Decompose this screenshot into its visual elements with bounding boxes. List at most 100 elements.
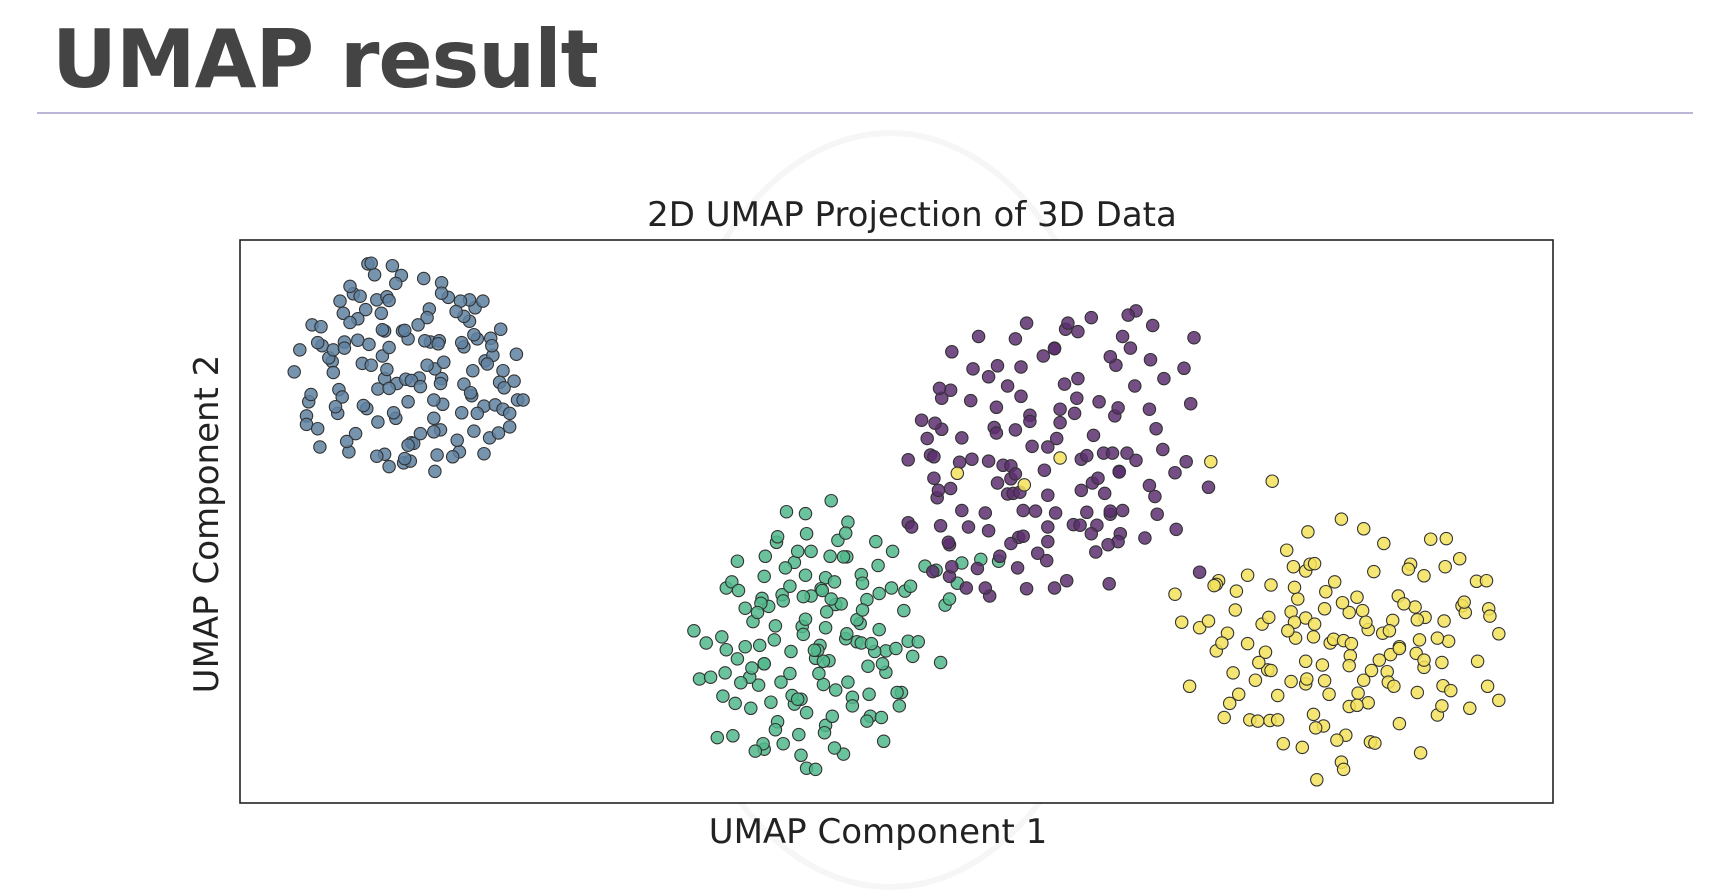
scatter-point (757, 657, 771, 671)
scatter-point (1413, 746, 1428, 760)
scatter-point (1023, 414, 1037, 429)
scatter-point (1258, 645, 1273, 659)
scatter-point (1121, 308, 1135, 322)
scatter-point (687, 624, 701, 638)
scatter-point (716, 689, 730, 703)
scatter-point (1041, 534, 1055, 549)
scatter-point (337, 341, 352, 355)
scatter-point (790, 692, 805, 706)
scatter-point (1300, 672, 1314, 686)
scatter-point (768, 722, 783, 737)
scatter-point (450, 433, 464, 448)
scatter-point (1143, 352, 1158, 367)
scatter-point (1129, 453, 1143, 468)
scatter-point (1142, 478, 1157, 493)
scatter-point (1307, 556, 1322, 571)
scatter-point (1061, 316, 1075, 330)
scatter-point (1008, 332, 1023, 346)
scatter-point (386, 406, 401, 420)
scatter-point (1201, 480, 1216, 495)
plot-frame (239, 239, 1554, 804)
scatter-point (371, 382, 385, 396)
scatter-point (841, 675, 855, 689)
scatter-point (1201, 614, 1216, 628)
scatter-point (752, 638, 767, 653)
scatter-point (1231, 687, 1246, 702)
scatter-point (1250, 714, 1265, 728)
scatter-point (978, 506, 993, 520)
scatter-point (1019, 316, 1034, 330)
scatter-point (1168, 587, 1182, 601)
scatter-point (989, 426, 1004, 440)
scatter-point (955, 431, 969, 445)
scatter-point (911, 635, 926, 649)
scatter-point (485, 338, 499, 353)
scatter-point (1270, 688, 1285, 703)
scatter-point (1252, 655, 1266, 670)
scatter-point (871, 558, 885, 573)
scatter-point (1435, 699, 1449, 713)
scatter-point (1307, 617, 1322, 631)
scatter-point (466, 363, 480, 378)
scatter-point (476, 294, 490, 308)
scatter-point (467, 327, 481, 342)
scatter-point (328, 399, 343, 414)
scatter-point (1053, 402, 1067, 416)
scatter-point (1344, 636, 1359, 651)
scatter-point (427, 411, 441, 426)
scatter-point (1047, 341, 1062, 356)
scatter-point (942, 592, 957, 606)
scatter-point (1092, 395, 1106, 409)
scatter-point (1287, 580, 1302, 595)
title-divider (37, 112, 1693, 114)
scatter-point (1322, 687, 1336, 702)
scatter-point (1317, 674, 1332, 688)
scatter-point (1479, 573, 1494, 588)
scatter-point (1412, 633, 1427, 647)
scatter-point (467, 424, 481, 438)
scatter-point (428, 464, 442, 479)
scatter-point (418, 334, 432, 348)
scatter-point (750, 605, 765, 620)
scatter-point (1222, 696, 1237, 711)
scatter-point (1036, 349, 1051, 363)
scatter-point (804, 544, 818, 559)
scatter-point (1335, 595, 1350, 610)
scatter-point (1264, 663, 1278, 678)
scatter-point (1192, 565, 1207, 579)
scatter-point (758, 549, 773, 564)
scatter-point (449, 304, 463, 319)
scatter-point (961, 520, 976, 534)
scatter-point (1408, 600, 1422, 614)
scatter-point (1306, 707, 1321, 722)
scatter-point (836, 550, 851, 564)
scatter-point (869, 534, 883, 549)
scatter-point (1387, 679, 1401, 694)
scatter-point (728, 696, 742, 711)
scatter-point (1008, 423, 1023, 437)
scatter-point (1057, 377, 1072, 391)
scatter-point (1367, 564, 1381, 579)
scatter-point (1192, 620, 1207, 635)
scatter-point (335, 390, 349, 404)
scatter-point (971, 329, 986, 344)
scatter-point (1492, 693, 1506, 708)
scatter-point (1437, 614, 1451, 628)
scatter-point (1000, 379, 1015, 393)
scatter-point (872, 622, 886, 637)
scatter-point (445, 450, 460, 464)
scatter-point (941, 535, 956, 550)
scatter-point (389, 276, 403, 291)
scatter-point (1463, 701, 1477, 716)
scatter-point (1228, 603, 1243, 617)
scatter-point (770, 530, 785, 544)
scatter-point (1150, 507, 1164, 521)
scatter-point (1350, 590, 1364, 604)
scatter-point (1372, 653, 1387, 667)
scatter-point (437, 355, 451, 369)
scatter-point (364, 256, 378, 270)
scatter-point (1016, 503, 1030, 518)
scatter-point (1392, 716, 1407, 731)
scatter-point (343, 315, 357, 330)
scatter-point (783, 579, 797, 593)
